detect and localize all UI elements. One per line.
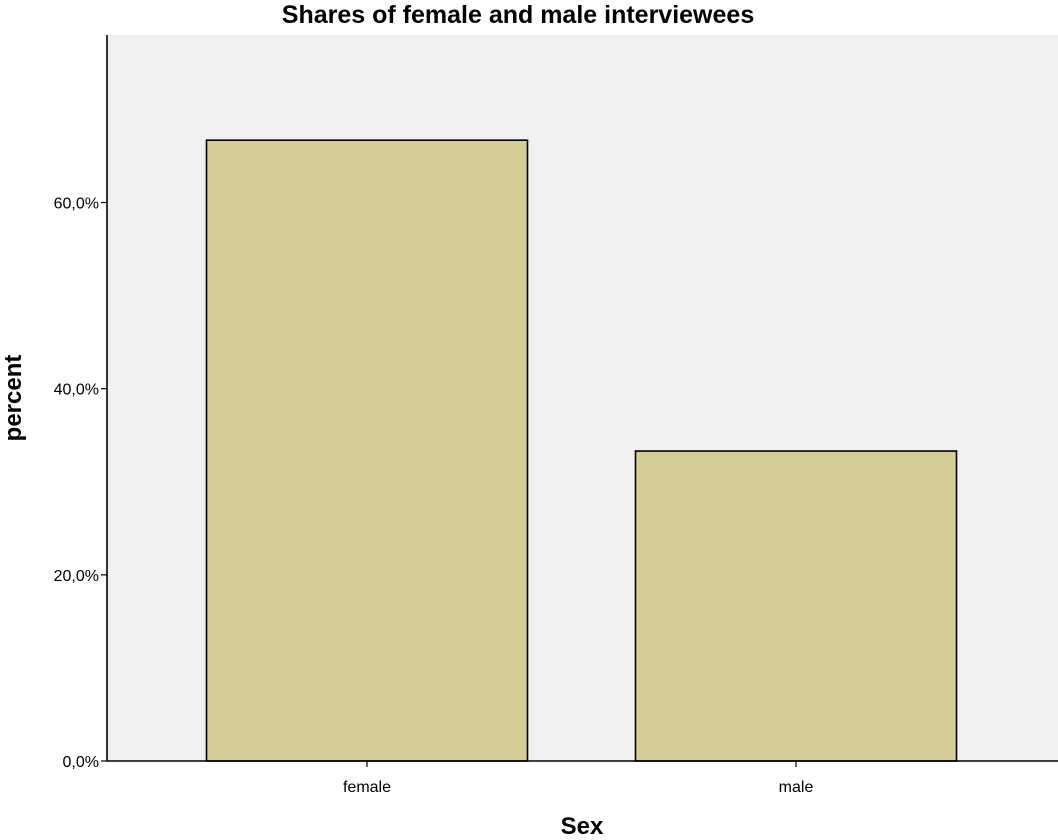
- y-axis-title: percent: [0, 355, 27, 442]
- x-axis-title: Sex: [561, 813, 604, 840]
- bar-female: [205, 139, 529, 762]
- y-tick-label-20: 20,0%: [54, 568, 99, 585]
- y-tick-label-60: 60,0%: [54, 196, 99, 213]
- bar-male: [634, 450, 958, 762]
- chart-title: Shares of female and male interviewees: [282, 1, 754, 29]
- x-tick-label-male: male: [779, 779, 814, 796]
- x-tick-label-female: female: [343, 779, 391, 796]
- y-tick-label-40: 40,0%: [54, 382, 99, 399]
- y-tick-label-0: 0,0%: [63, 754, 99, 771]
